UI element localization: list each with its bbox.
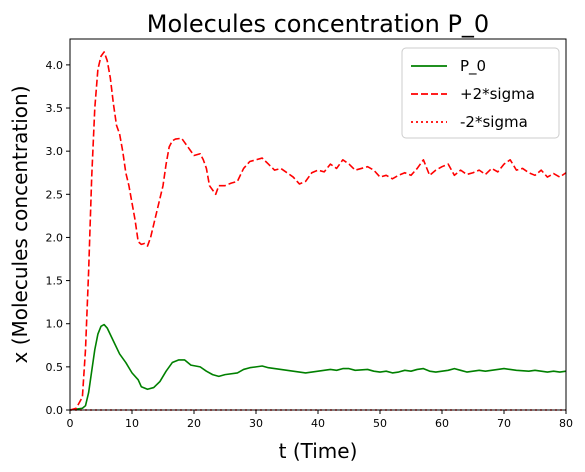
x-axis-title: t (Time)	[279, 439, 358, 463]
legend-label: P_0	[460, 57, 486, 76]
legend-label: +2*sigma	[460, 85, 535, 103]
y-tick-label: 1.0	[46, 318, 64, 331]
x-tick-label: 30	[249, 417, 263, 430]
series-line-2-sigma	[69, 51, 567, 411]
y-axis: 0.0 0.5 1.0 1.5 2.0 2.5 3.0 3.5 4.0	[46, 59, 70, 417]
y-tick-label: 4.0	[46, 59, 64, 72]
series-layer	[69, 51, 567, 411]
series-line-p-0	[69, 323, 567, 411]
y-tick-label: 2.0	[46, 231, 64, 244]
y-tick-label: 1.5	[46, 275, 64, 288]
y-tick-label: 0.5	[46, 361, 64, 374]
y-tick-label: 3.0	[46, 145, 64, 158]
y-tick-label: 2.5	[46, 188, 64, 201]
legend: P_0 +2*sigma -2*sigma	[401, 47, 560, 139]
legend-box	[401, 47, 560, 139]
x-tick-label: 50	[373, 417, 387, 430]
y-axis-title: x (Molecules concentration)	[8, 86, 32, 364]
y-tick-label: 3.5	[46, 102, 64, 115]
x-tick-label: 40	[311, 417, 325, 430]
x-axis: 0 10 20 30 40 50 60 70 80	[67, 410, 573, 430]
x-tick-label: 10	[125, 417, 139, 430]
x-tick-label: 0	[67, 417, 74, 430]
y-tick-label: 0.0	[46, 404, 64, 417]
x-tick-label: 80	[559, 417, 573, 430]
x-tick-label: 60	[435, 417, 449, 430]
x-tick-label: 20	[187, 417, 201, 430]
chart-title: Molecules concentration P_0	[147, 10, 489, 38]
x-tick-label: 70	[497, 417, 511, 430]
legend-label: -2*sigma	[460, 113, 528, 131]
